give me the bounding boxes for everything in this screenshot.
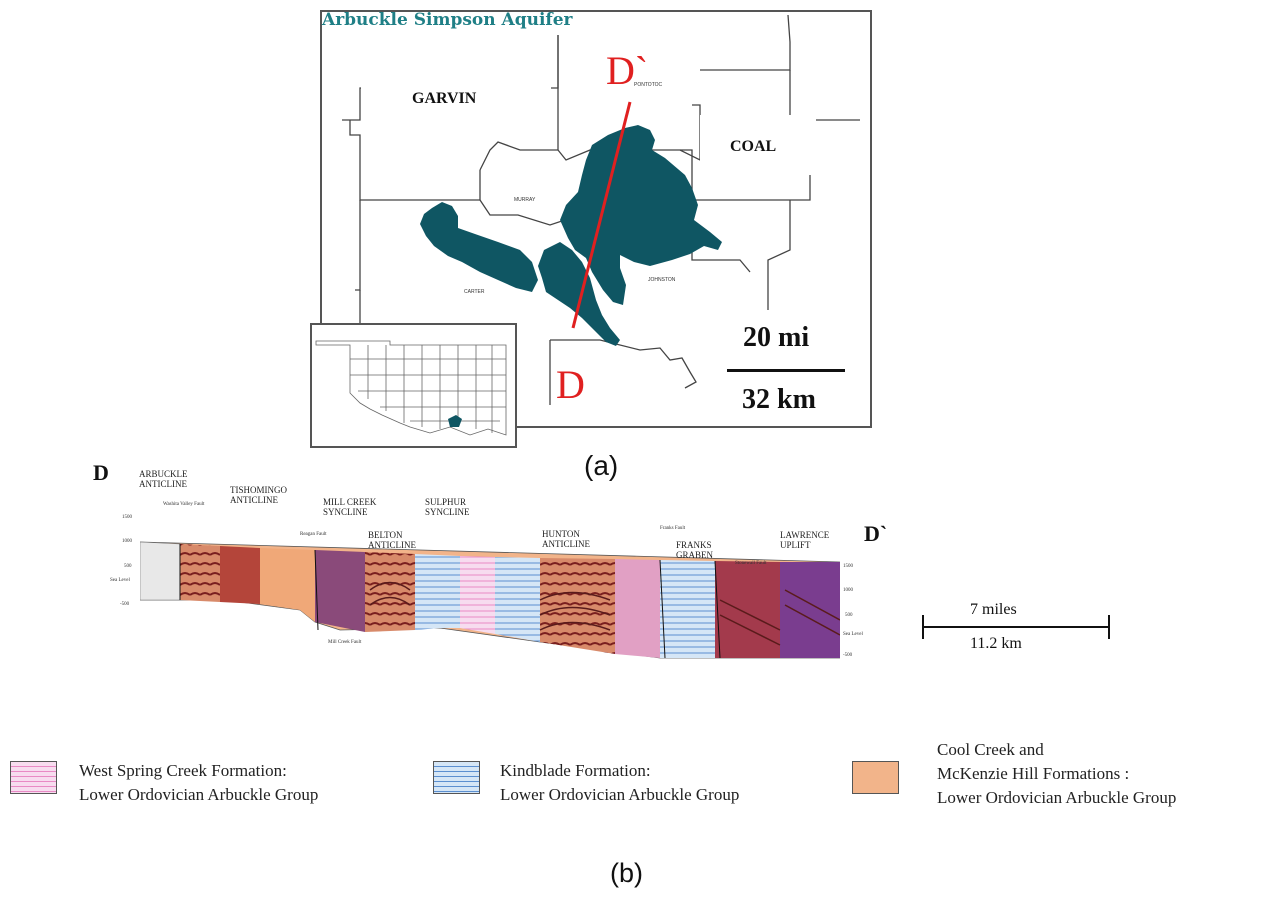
section-start-label-map: D [556,362,585,407]
map-scale-miles: 20 mi [743,322,810,353]
aquifer-lobe-south [538,242,620,346]
legend-kindblade-line1: Kindblade Formation: [500,761,651,780]
section-scale-tick-right [1108,615,1110,639]
aquifer-outcrop [420,125,722,346]
section-scale-bar [922,626,1110,628]
oklahoma-inset-frame [310,323,517,448]
county-label-johnston: JOHNSTON [648,277,676,283]
right-axis-1000: 1000 [843,588,853,593]
county-label-coal: COAL [730,138,777,155]
left-axis-neg500: -500 [120,602,130,607]
aquifer-body-east [560,125,722,305]
legend-kindblade-line2: Lower Ordovician Arbuckle Group [500,785,740,804]
label-lawrence-uplift: LAWRENCE UPLIFT [780,530,830,550]
legend-cool-creek-line1: McKenzie Hill Formations : [937,764,1130,783]
map-scale-bar [727,369,845,372]
aquifer-body-west [420,202,538,292]
county-label-carter: CARTER [464,289,485,295]
section-end-label-map: D` [606,48,649,93]
county-label-garvin: GARVIN [412,90,477,107]
oklahoma-inset-map [315,340,507,436]
legend-item-west-spring-creek: West Spring Creek Formation: Lower Ordov… [79,759,318,807]
fault-washita-valley: Washita Valley Fault [163,502,205,507]
map-title: Arbuckle Simpson Aquifer [322,10,573,30]
caption-b: (b) [610,858,643,888]
left-axis-500: 500 [124,564,132,569]
cross-section-start-label: D [93,460,109,485]
cross-section-diagram [140,541,840,659]
section-scale-tick-left [922,615,924,639]
legend-swatch-cool-creek [852,761,899,794]
fault-franks: Franks Fault [660,526,686,531]
section-scale-miles: 7 miles [970,601,1017,618]
county-label-pontotoc: PONTOTOC [634,82,663,88]
section-line [571,101,632,329]
caption-a: (a) [584,450,619,481]
left-axis-1500: 1500 [122,515,132,520]
legend-cool-creek-line2: Lower Ordovician Arbuckle Group [937,788,1177,807]
legend-west-spring-creek-line2: Lower Ordovician Arbuckle Group [79,785,319,804]
label-tishomingo-anticline: TISHOMINGO ANTICLINE [230,485,287,505]
fault-stonewall: Stonewall Fault [735,561,767,566]
fault-mill-creek: Mill Creek Fault [328,640,362,645]
label-franks-graben: FRANKS GRABEN [676,540,714,560]
label-arbuckle-anticline: ARBUCKLE ANTICLINE [139,469,188,489]
label-sulphur-syncline: SULPHUR SYNCLINE [425,497,470,517]
label-hunton-anticline: HUNTON ANTICLINE [542,529,590,549]
right-axis-sea-level: Sea Level [843,632,863,637]
legend-swatch-west-spring-creek [10,761,57,794]
coal-label-box [700,115,816,175]
garvin-label-box [361,75,551,125]
legend-swatch-kindblade [433,761,480,794]
right-axis-500: 500 [845,613,853,618]
legend-west-spring-creek-line1: West Spring Creek Formation: [79,761,287,780]
legend-item-cool-creek: Cool Creek and McKenzie Hill Formations … [937,738,1176,810]
right-axis-neg500: -500 [843,653,853,658]
label-mill-creek-syncline: MILL CREEK SYNCLINE [323,497,377,517]
map-scale-km: 32 km [742,384,816,415]
section-scale-km: 11.2 km [970,635,1022,652]
cross-section-end-label: D` [864,521,888,546]
county-label-murray: MURRAY [514,197,536,203]
label-belton-anticline: BELTON ANTICLINE [368,530,416,550]
left-axis-1000: 1000 [122,539,132,544]
right-axis-1500: 1500 [843,564,853,569]
fault-reagan: Reagan Fault [300,532,327,537]
legend-cool-creek-line0: Cool Creek and [937,740,1044,759]
left-axis-sea-level: Sea Level [110,578,130,583]
legend-item-kindblade: Kindblade Formation: Lower Ordovician Ar… [500,759,739,807]
